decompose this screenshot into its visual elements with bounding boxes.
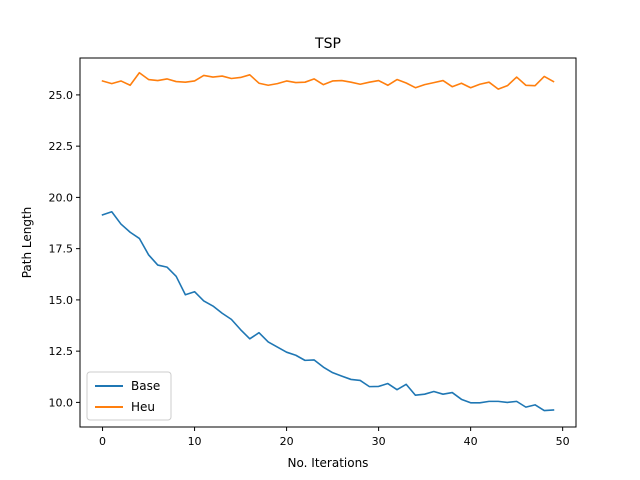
series-line-base	[101, 210, 555, 412]
y-tick-label: 22.5	[49, 140, 74, 153]
x-tick-label: 30	[372, 435, 386, 448]
x-tick-label: 0	[99, 435, 106, 448]
y-tick-label: 20.0	[49, 191, 74, 204]
legend-label-heu: Heu	[131, 400, 155, 414]
y-tick-label: 17.5	[49, 243, 74, 256]
chart-title: TSP	[314, 36, 341, 52]
x-axis-label: No. Iterations	[288, 456, 369, 470]
y-tick-label: 10.0	[49, 396, 74, 409]
y-axis-label: Path Length	[20, 207, 34, 279]
x-tick-label: 50	[556, 435, 570, 448]
y-tick-label: 15.0	[49, 294, 74, 307]
x-tick-label: 20	[280, 435, 294, 448]
x-tick-label: 40	[464, 435, 478, 448]
legend: Base Heu	[86, 371, 172, 421]
series-line-heu	[101, 71, 555, 90]
y-axis: 10.0 12.5 15.0 17.5 20.0 22.5 25.0	[49, 89, 80, 409]
plot-area	[79, 57, 577, 428]
x-tick-label: 10	[188, 435, 202, 448]
plot-background	[80, 58, 576, 427]
plot-frame	[79, 57, 577, 428]
x-axis: 0 10 20 30 40 50	[99, 427, 570, 448]
y-tick-label: 25.0	[49, 89, 74, 102]
y-tick-label: 12.5	[49, 345, 74, 358]
legend-label-base: Base	[131, 379, 160, 393]
series-layer	[101, 71, 555, 412]
